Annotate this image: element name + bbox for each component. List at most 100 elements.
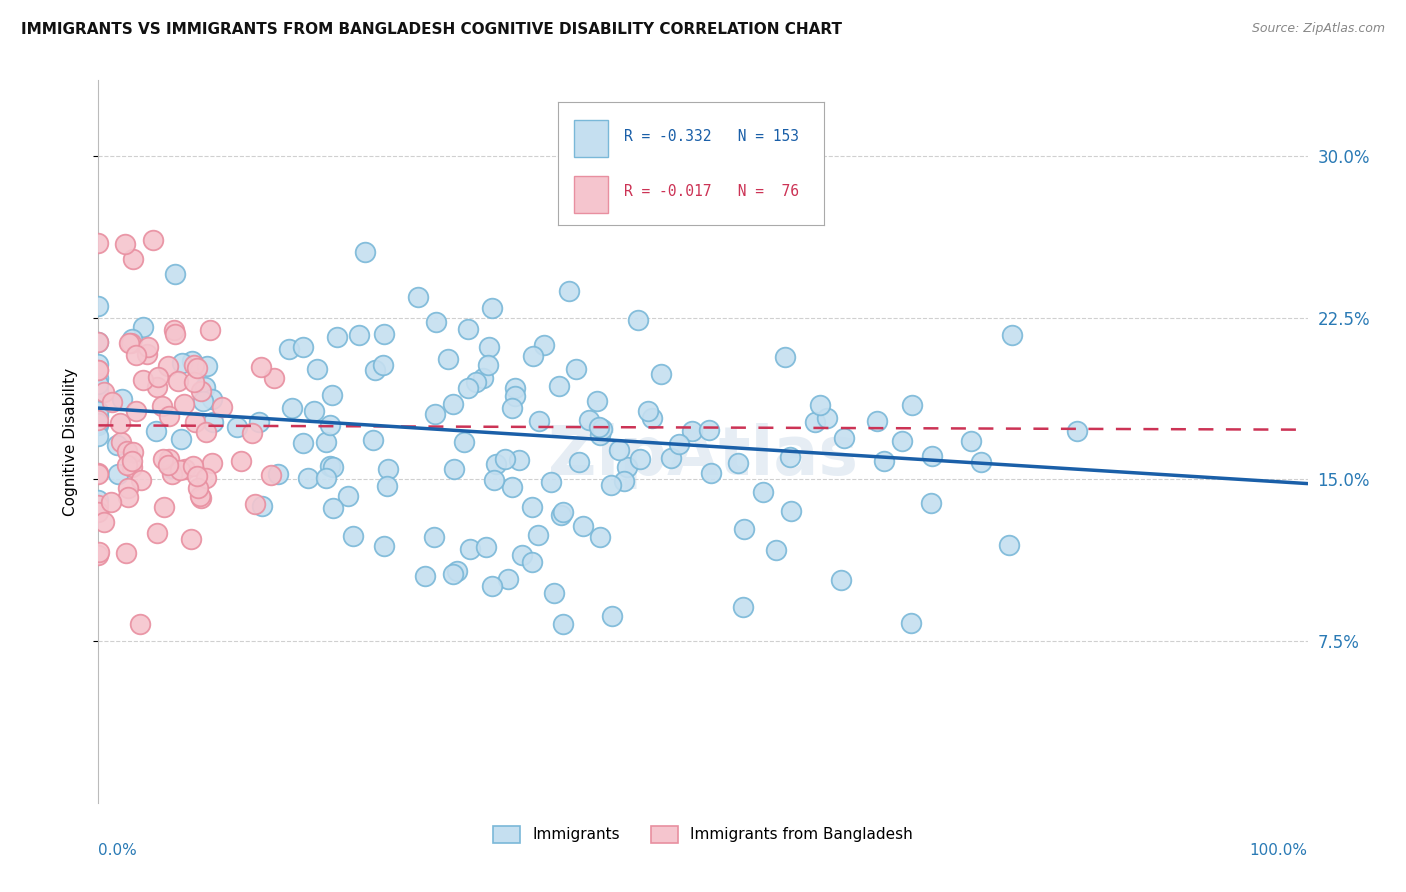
Point (129, 473, 152, 487)
Point (115, 458, 138, 472)
Point (302, 404, 325, 418)
Point (997, 538, 1019, 552)
Point (453, 435, 475, 450)
Point (87, 235, 110, 250)
Point (533, 337, 555, 351)
Point (243, 497, 266, 511)
Point (87, 334, 110, 349)
Point (114, 237, 136, 252)
Point (132, 373, 155, 387)
Point (101, 395, 124, 409)
Point (169, 463, 191, 477)
Point (377, 462, 399, 476)
Point (87, 363, 110, 377)
Point (425, 315, 447, 329)
Point (458, 542, 481, 557)
Point (727, 457, 749, 471)
Point (190, 491, 212, 506)
Point (173, 397, 195, 411)
Point (87, 358, 110, 372)
Point (315, 471, 337, 485)
Point (960, 434, 983, 448)
Point (920, 496, 942, 510)
Point (551, 505, 574, 519)
Point (146, 525, 169, 540)
Point (804, 415, 827, 429)
Point (319, 459, 342, 474)
Point (195, 425, 218, 440)
Point (87, 467, 110, 481)
Point (146, 370, 169, 384)
Point (136, 339, 159, 353)
Point (373, 359, 395, 373)
Point (733, 600, 755, 615)
Point (125, 404, 148, 418)
Point (779, 450, 801, 464)
Point (87, 498, 110, 512)
Point (180, 533, 202, 547)
Point (510, 548, 533, 562)
Point (900, 398, 922, 412)
Point (297, 471, 319, 485)
Point (613, 475, 636, 489)
Point (125, 348, 148, 362)
Point (211, 400, 233, 414)
Point (322, 460, 344, 475)
Point (446, 565, 468, 579)
Point (195, 359, 218, 373)
Point (501, 401, 523, 415)
Point (481, 579, 503, 593)
Point (354, 245, 377, 260)
Point (115, 546, 138, 560)
Point (107, 467, 129, 481)
Point (195, 471, 218, 485)
Point (423, 530, 446, 544)
Point (87, 492, 110, 507)
Point (361, 434, 384, 448)
Point (616, 459, 638, 474)
Point (650, 368, 672, 382)
Point (87, 412, 110, 426)
Point (121, 459, 143, 474)
Point (247, 415, 270, 429)
Point (627, 312, 650, 326)
Point (121, 445, 143, 459)
Point (588, 530, 610, 544)
Point (110, 435, 132, 450)
Point (322, 500, 344, 515)
Point (443, 397, 465, 411)
Point (668, 437, 690, 451)
Point (832, 431, 855, 445)
Point (773, 350, 796, 364)
Point (263, 371, 285, 385)
Point (588, 419, 610, 434)
Point (503, 389, 526, 403)
Point (87, 334, 110, 349)
Point (373, 326, 395, 341)
Point (326, 330, 349, 344)
Point (120, 335, 142, 350)
Text: 0.0%: 0.0% (98, 843, 138, 857)
Point (226, 419, 249, 434)
Point (733, 522, 755, 536)
Point (337, 489, 360, 503)
Point (190, 384, 212, 399)
Point (183, 415, 205, 429)
Point (186, 468, 208, 483)
Point (87, 409, 110, 423)
Point (607, 442, 630, 457)
Point (157, 409, 180, 424)
Point (165, 326, 187, 341)
Text: IMMIGRANTS VS IMMIGRANTS FROM BANGLADESH COGNITIVE DISABILITY CORRELATION CHART: IMMIGRANTS VS IMMIGRANTS FROM BANGLADESH… (21, 22, 842, 37)
Point (443, 461, 465, 475)
Point (527, 528, 550, 542)
Point (503, 381, 526, 395)
Point (87, 377, 110, 392)
Point (815, 411, 838, 425)
Point (229, 453, 252, 467)
Point (578, 413, 600, 427)
Point (553, 616, 575, 631)
Point (281, 401, 304, 416)
Point (194, 380, 217, 394)
Point (441, 566, 464, 581)
